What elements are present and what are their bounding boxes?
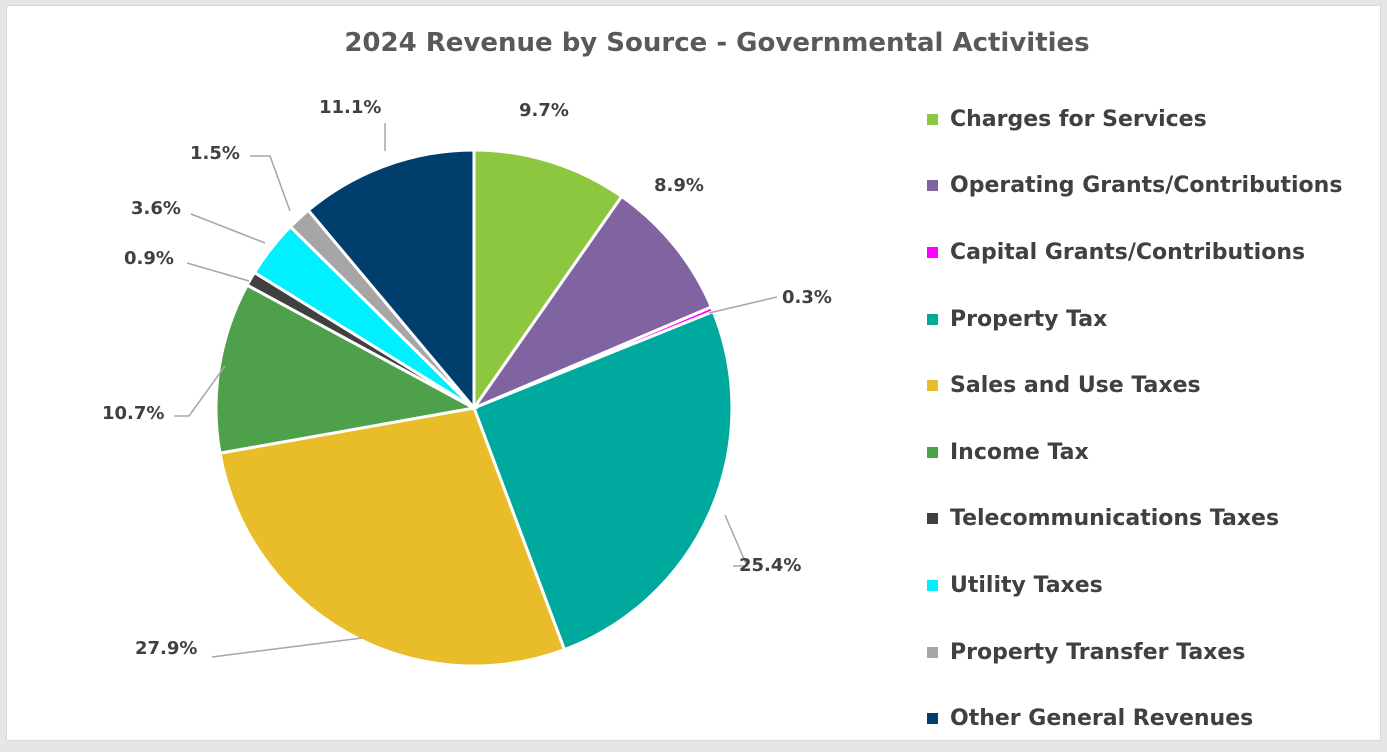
legend-label: Operating Grants/Contributions: [950, 173, 1343, 199]
legend-item: Utility Taxes: [927, 552, 1387, 619]
pie-slice-charges-for-services: [472, 148, 624, 413]
legend-label: Property Tax: [950, 306, 1108, 332]
legend-item: Telecommunications Taxes: [927, 486, 1387, 553]
legend-label: Income Tax: [950, 439, 1089, 465]
legend-swatch: [927, 579, 938, 591]
legend: Charges for Services Operating Grants/Con…: [927, 86, 1387, 752]
legend-label: Other General Revenues: [950, 706, 1254, 732]
chart-frame: 2024 Revenue by Source - Governmental Ac…: [6, 5, 1381, 741]
leader-line: [708, 296, 778, 314]
leader-line: [724, 514, 749, 567]
legend-item: Property Tax: [927, 286, 1387, 353]
legend-label: Capital Grants/Contributions: [950, 239, 1306, 265]
legend-item: Capital Grants/Contributions: [927, 219, 1387, 286]
pie-slice-property-tax: [472, 309, 734, 652]
slice-data-label: 8.9%: [654, 175, 704, 196]
pie-slice-sales-and-use-taxes: [218, 406, 567, 668]
legend-item: Operating Grants/Contributions: [927, 153, 1387, 220]
legend-item: Income Tax: [927, 419, 1387, 486]
legend-label: Utility Taxes: [950, 572, 1103, 598]
legend-swatch: [927, 513, 938, 525]
legend-label: Charges for Services: [950, 106, 1207, 132]
legend-item: Property Transfer Taxes: [927, 619, 1387, 686]
slice-data-label: 0.9%: [124, 248, 174, 269]
legend-swatch: [927, 646, 938, 658]
legend-item: Charges for Services: [927, 86, 1387, 153]
leader-line: [186, 262, 250, 282]
leader-line: [190, 213, 266, 244]
slice-data-label: 10.7%: [102, 403, 164, 424]
slice-data-label: 27.9%: [135, 638, 197, 659]
chart-title: 2024 Revenue by Source - Governmental Ac…: [344, 28, 1090, 58]
pie-slice-other-general-revenues: [306, 148, 476, 413]
slice-data-label: 25.4%: [739, 555, 801, 576]
legend-label: Property Transfer Taxes: [950, 639, 1246, 665]
pie-slice-operating-grants-contributions: [469, 194, 714, 412]
pie-slice-income-tax: [214, 283, 479, 455]
leader-line: [250, 155, 291, 212]
slice-data-label: 0.3%: [782, 287, 832, 308]
legend-item: Sales and Use Taxes: [927, 352, 1387, 419]
legend-swatch: [927, 446, 938, 458]
legend-swatch: [927, 313, 938, 325]
legend-swatch: [927, 180, 938, 192]
legend-item: Other General Revenues: [927, 685, 1387, 752]
slice-data-label: 9.7%: [519, 100, 569, 121]
legend-label: Telecommunications Taxes: [950, 506, 1280, 532]
legend-label: Sales and Use Taxes: [950, 373, 1201, 399]
legend-swatch: [927, 246, 938, 258]
slice-data-label: 1.5%: [190, 143, 240, 164]
pie-chart: 9.7% 8.9% 0.3% 25.4% 27.9% 10.7% 0.9% 3.6% 1.5% 1…: [102, 97, 832, 668]
legend-swatch: [927, 713, 938, 725]
slice-data-label: 3.6%: [131, 198, 181, 219]
legend-swatch: [927, 113, 938, 125]
leader-line: [211, 637, 363, 658]
legend-swatch: [927, 380, 938, 392]
leader-line: [174, 365, 226, 417]
slice-data-label: 11.1%: [319, 97, 381, 118]
